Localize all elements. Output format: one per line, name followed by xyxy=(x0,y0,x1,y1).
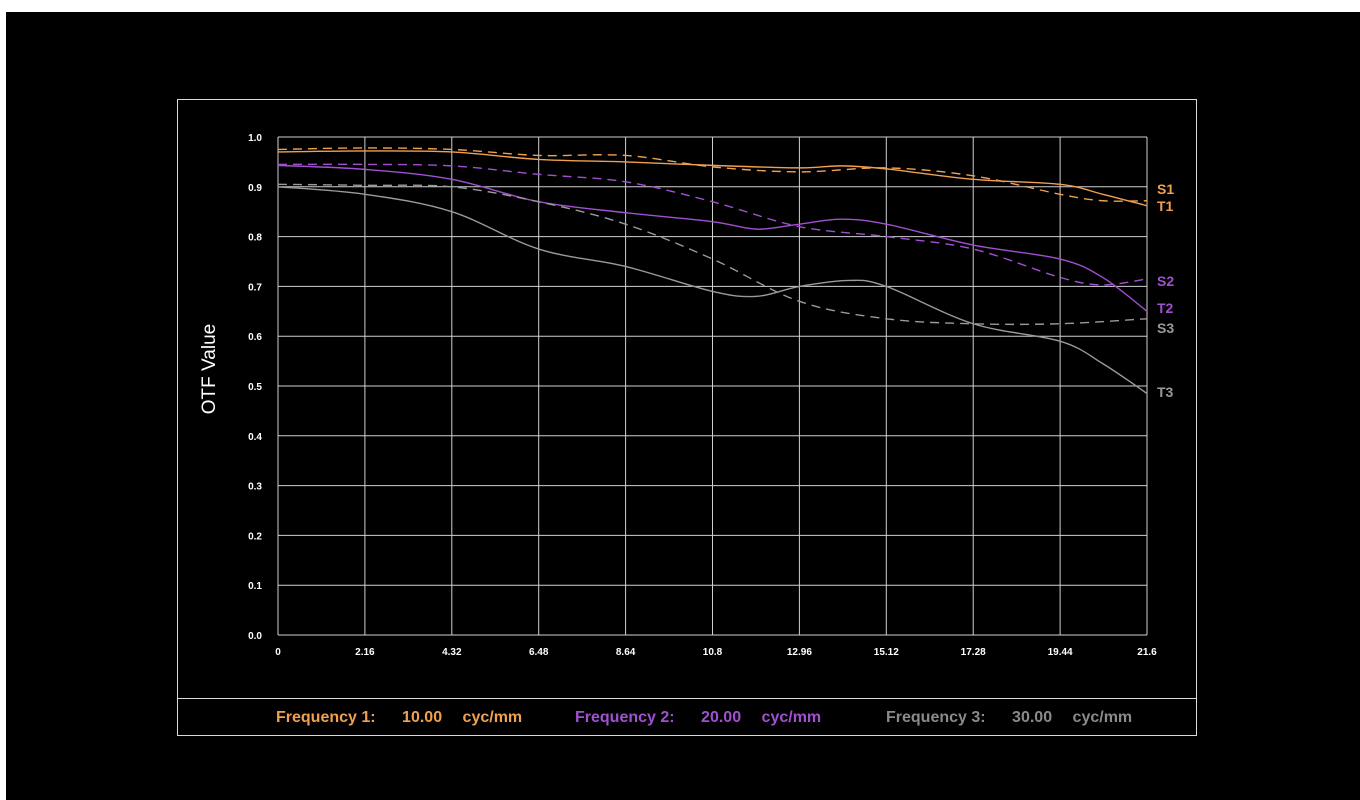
series-label-s2: S2 xyxy=(1157,273,1174,289)
series-label-t2: T2 xyxy=(1157,300,1174,316)
series-label-s3: S3 xyxy=(1157,320,1174,336)
x-tick-label: 4.32 xyxy=(442,647,462,658)
x-tick-label: 17.28 xyxy=(961,647,986,658)
legend-value: 10.00 xyxy=(402,709,443,726)
legend-label: Frequency 2: xyxy=(575,709,675,726)
app-screen xyxy=(6,12,1360,800)
legend-divider xyxy=(178,698,1196,699)
series-line-t2 xyxy=(277,164,1148,312)
legend-value: 20.00 xyxy=(701,709,742,726)
x-tick-label: 10.8 xyxy=(703,647,723,658)
y-tick-label: 0.1 xyxy=(248,581,262,592)
y-tick-label: 0.3 xyxy=(248,482,262,493)
legend-label: Frequency 1: xyxy=(276,709,376,726)
legend-frequency-2: Frequency 2: 20.00 cyc/mm xyxy=(575,709,821,727)
frequency-legend: Frequency 1: 10.00 cyc/mm Frequency 2: 2… xyxy=(177,700,1197,736)
x-tick-label: 15.12 xyxy=(874,647,899,658)
y-tick-label: 0.8 xyxy=(248,233,262,244)
x-tick-label: 19.44 xyxy=(1048,647,1073,658)
series-label-s1: S1 xyxy=(1157,181,1174,197)
x-tick-label: 8.64 xyxy=(616,647,636,658)
y-tick-label: 0.2 xyxy=(248,531,262,542)
legend-frequency-1: Frequency 1: 10.00 cyc/mm xyxy=(276,709,522,727)
y-tick-label: 0.4 xyxy=(248,432,262,443)
chart-frame xyxy=(177,99,1197,736)
legend-unit: cyc/mm xyxy=(462,709,523,726)
x-tick-label: 12.96 xyxy=(787,647,812,658)
y-tick-label: 0.7 xyxy=(248,282,262,293)
series-label-t1: T1 xyxy=(1157,198,1174,214)
series-line-t3 xyxy=(277,186,1148,395)
legend-value: 30.00 xyxy=(1012,709,1053,726)
legend-label: Frequency 3: xyxy=(886,709,986,726)
x-tick-label: 6.48 xyxy=(529,647,549,658)
series-label-t3: T3 xyxy=(1157,384,1174,400)
x-tick-label: 21.6 xyxy=(1137,647,1157,658)
series-line-t1 xyxy=(277,147,1148,202)
y-tick-label: 0.5 xyxy=(248,382,262,393)
series-line-s1 xyxy=(277,150,1148,207)
y-tick-label: 0.6 xyxy=(248,332,262,343)
y-tick-label: 0.0 xyxy=(248,631,262,642)
legend-unit: cyc/mm xyxy=(1072,709,1133,726)
y-tick-label: 1.0 xyxy=(248,133,262,144)
legend-unit: cyc/mm xyxy=(761,709,822,726)
y-axis-label: OTF Value xyxy=(199,324,220,414)
legend-frequency-3: Frequency 3: 30.00 cyc/mm xyxy=(886,709,1132,727)
x-tick-label: 2.16 xyxy=(355,647,375,658)
x-tick-label: 0 xyxy=(275,647,281,658)
y-tick-label: 0.9 xyxy=(248,183,262,194)
